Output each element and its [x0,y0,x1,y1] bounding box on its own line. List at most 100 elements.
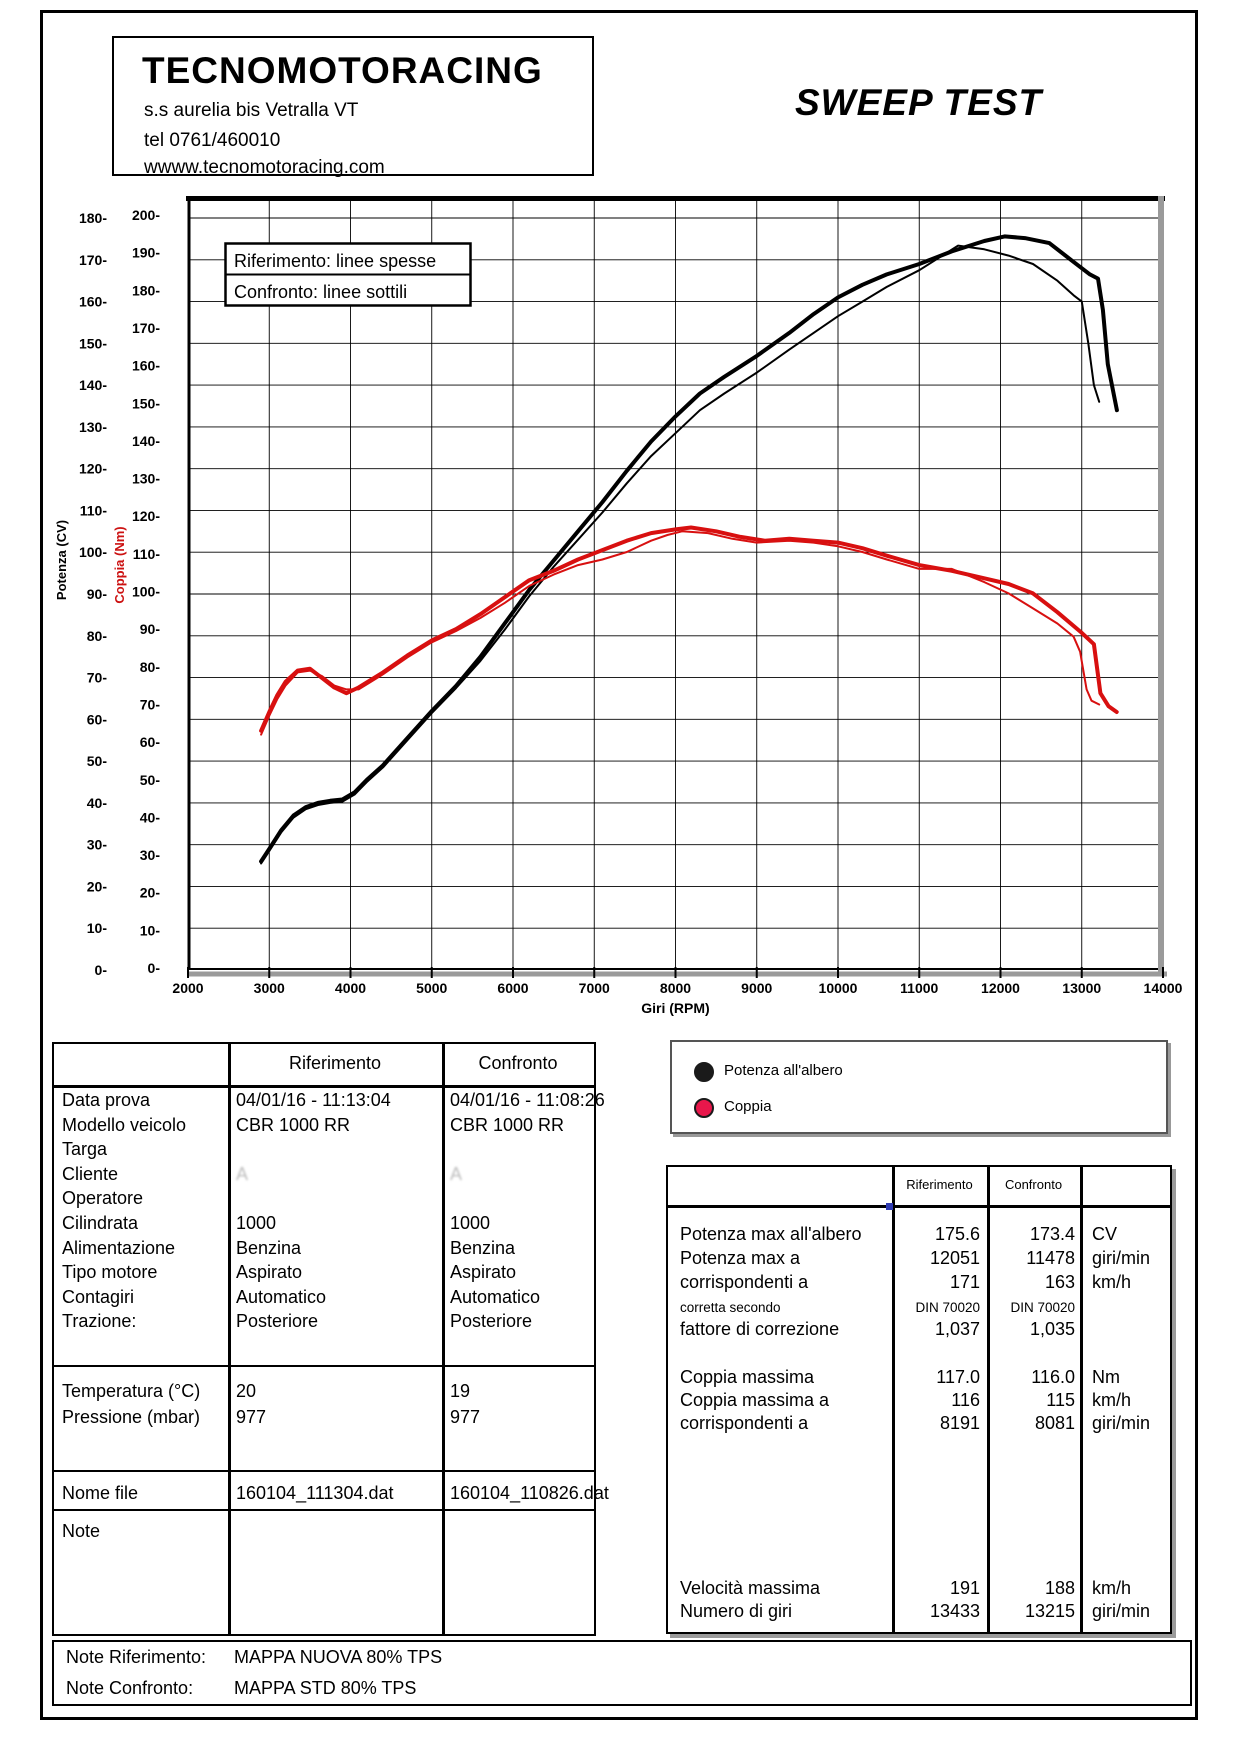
x-tick-label: 10000 [819,980,858,996]
result-row-riferimento-value: 191 [949,1578,980,1598]
nm-tick-label: 30- [140,847,161,863]
info-row-riferimento-value: CBR 1000 RR [236,1114,351,1135]
nm-tick-label: 40- [140,809,161,825]
note-riferimento-value: MAPPA NUOVA 80% TPS [234,1647,443,1667]
result-row-riferimento-value: 117.0 [936,1367,980,1387]
x-tick-label: 13000 [1062,980,1101,996]
result-row-label: Coppia massima [680,1367,815,1387]
info-row-label: Nome file [62,1483,139,1503]
result-row-riferimento-value: 13433 [929,1601,980,1621]
test-info-table: Riferimento Confronto Data prova 04/01/16 -… [52,1042,609,1636]
nm-tick-label: 120- [132,508,160,524]
result-row-label: corrispondenti a [680,1413,809,1433]
x-tick-label: 11000 [900,980,938,996]
result-row-label: Numero di giri [680,1601,793,1621]
table-hline [54,1470,594,1472]
cv-tick-label: 0- [95,962,108,978]
nm-tick-label: 80- [140,659,161,675]
nm-tick-label: 140- [132,433,160,449]
result-row-label: fattore di correzione [680,1319,840,1339]
nm-tick-label: 70- [140,696,161,712]
chart-legend: Potenza all'albero Coppia [670,1040,1168,1134]
result-row-confronto-value: 13215 [1024,1601,1075,1621]
x-tick-label: 14000 [1144,980,1183,996]
info-row-riferimento-value: Automatico [236,1286,327,1307]
info-row-label: Tipo motore [62,1262,158,1283]
nm-tick-label: 90- [140,621,161,637]
info-col-header-confronto: Confronto [478,1053,558,1073]
x-tick-label: 4000 [335,980,366,996]
info-row-riferimento-value: 04/01/16 - 11:13:04 [236,1090,391,1110]
result-row-riferimento-value: 171 [949,1272,980,1292]
info-row-label: Temperatura (°C) [62,1381,201,1401]
result-row-riferimento-value: 116 [951,1390,980,1410]
nm-tick-label: 50- [140,772,161,788]
info-row-label: Data prova [62,1090,151,1110]
info-row-confronto-value: 04/01/16 - 11:08:26 [450,1090,605,1110]
info-row-riferimento-value: Aspirato [236,1262,303,1283]
result-row-label: Velocità massima [680,1578,821,1598]
info-row-confronto-value: CBR 1000 RR [450,1114,565,1135]
shop-header-box: TECNOMOTORACING s.s aurelia bis Vetralla… [112,36,594,178]
cv-tick-label: 170- [79,252,107,268]
nm-tick-label: 20- [140,885,161,901]
result-row-unit: km/h [1092,1390,1132,1410]
curve-potenza-confronto [260,244,1101,865]
info-row-confronto-value: 977 [450,1406,481,1427]
nm-tick-label: 60- [140,734,161,750]
nm-tick-label: 200- [132,207,160,223]
info-row-label: Operatore [62,1188,144,1209]
info-col-header-riferimento: Riferimento [288,1053,382,1073]
nm-tick-label: 10- [140,922,161,938]
table-vline [442,1044,445,1634]
cv-tick-label: 10- [87,920,108,936]
x-axis-title: Giri (RPM) [641,1000,709,1016]
cv-tick-label: 60- [87,711,108,727]
results-table: Riferimento Confronto Potenza max all'albe… [666,1165,1172,1634]
result-row-unit: Nm [1092,1367,1120,1387]
info-row-riferimento-value: 977 [236,1406,267,1427]
info-row-confronto-value: Aspirato [450,1262,517,1283]
nm-tick-label: 190- [132,245,160,261]
cv-tick-label: 50- [87,753,108,769]
info-row-confronto-value: 160104_110826.dat [450,1483,609,1503]
x-tick-label: 7000 [579,980,610,996]
cv-tick-label: 90- [87,586,108,602]
curve-coppia-riferimento [259,525,1119,733]
result-row-riferimento-value: 8191 [939,1413,980,1433]
report-title: SWEEP TEST [795,82,1043,123]
cv-tick-label: 40- [87,795,108,811]
result-row-confronto-value: 1,035 [1029,1319,1075,1339]
info-row-label: Modello veicolo [62,1114,187,1135]
dyno-chart: 2000 3000 4000 5000 6000 7000 8000 9000 10000 110… [54,196,1183,1016]
cv-tick-label: 100- [79,544,107,560]
info-row-label: Cilindrata [62,1213,139,1233]
cv-tick-label: 160- [79,294,107,310]
nm-tick-label: 0- [148,960,161,976]
shop-website: wwww.tecnomotoracing.com [144,157,385,178]
nm-tick-label: 130- [132,471,160,487]
note-riferimento-label: Note Riferimento: [66,1647,207,1667]
result-row-riferimento-value: 175.6 [934,1224,980,1244]
cv-tick-label: 110- [80,502,108,518]
info-row-confronto-value: 19 [450,1381,471,1401]
info-row-label: Alimentazione [62,1237,176,1258]
page-border [40,10,1198,1720]
result-row-confronto-value: 188 [1044,1578,1075,1598]
info-row-confronto-value: Posteriore [450,1311,533,1332]
result-row-confronto-value: DIN 70020 [1010,1300,1075,1315]
info-row-riferimento-value: A [236,1163,249,1184]
inset-legend-riferimento: Riferimento: linee spesse [234,251,436,271]
result-row-confronto-value: 115 [1046,1390,1075,1410]
power-series-label: Potenza all'albero [724,1062,843,1079]
power-series-dot-icon [694,1062,714,1082]
table-vline [1080,1167,1083,1632]
info-row-confronto-value: Automatico [450,1286,541,1307]
info-row-label: Cliente [62,1163,119,1184]
result-row-label: Potenza max all'albero [680,1224,862,1244]
torque-series-label: Coppia [724,1098,772,1115]
x-tick-label: 5000 [416,980,447,996]
table-hline [54,1085,594,1088]
result-row-riferimento-value: 1,037 [934,1319,980,1339]
